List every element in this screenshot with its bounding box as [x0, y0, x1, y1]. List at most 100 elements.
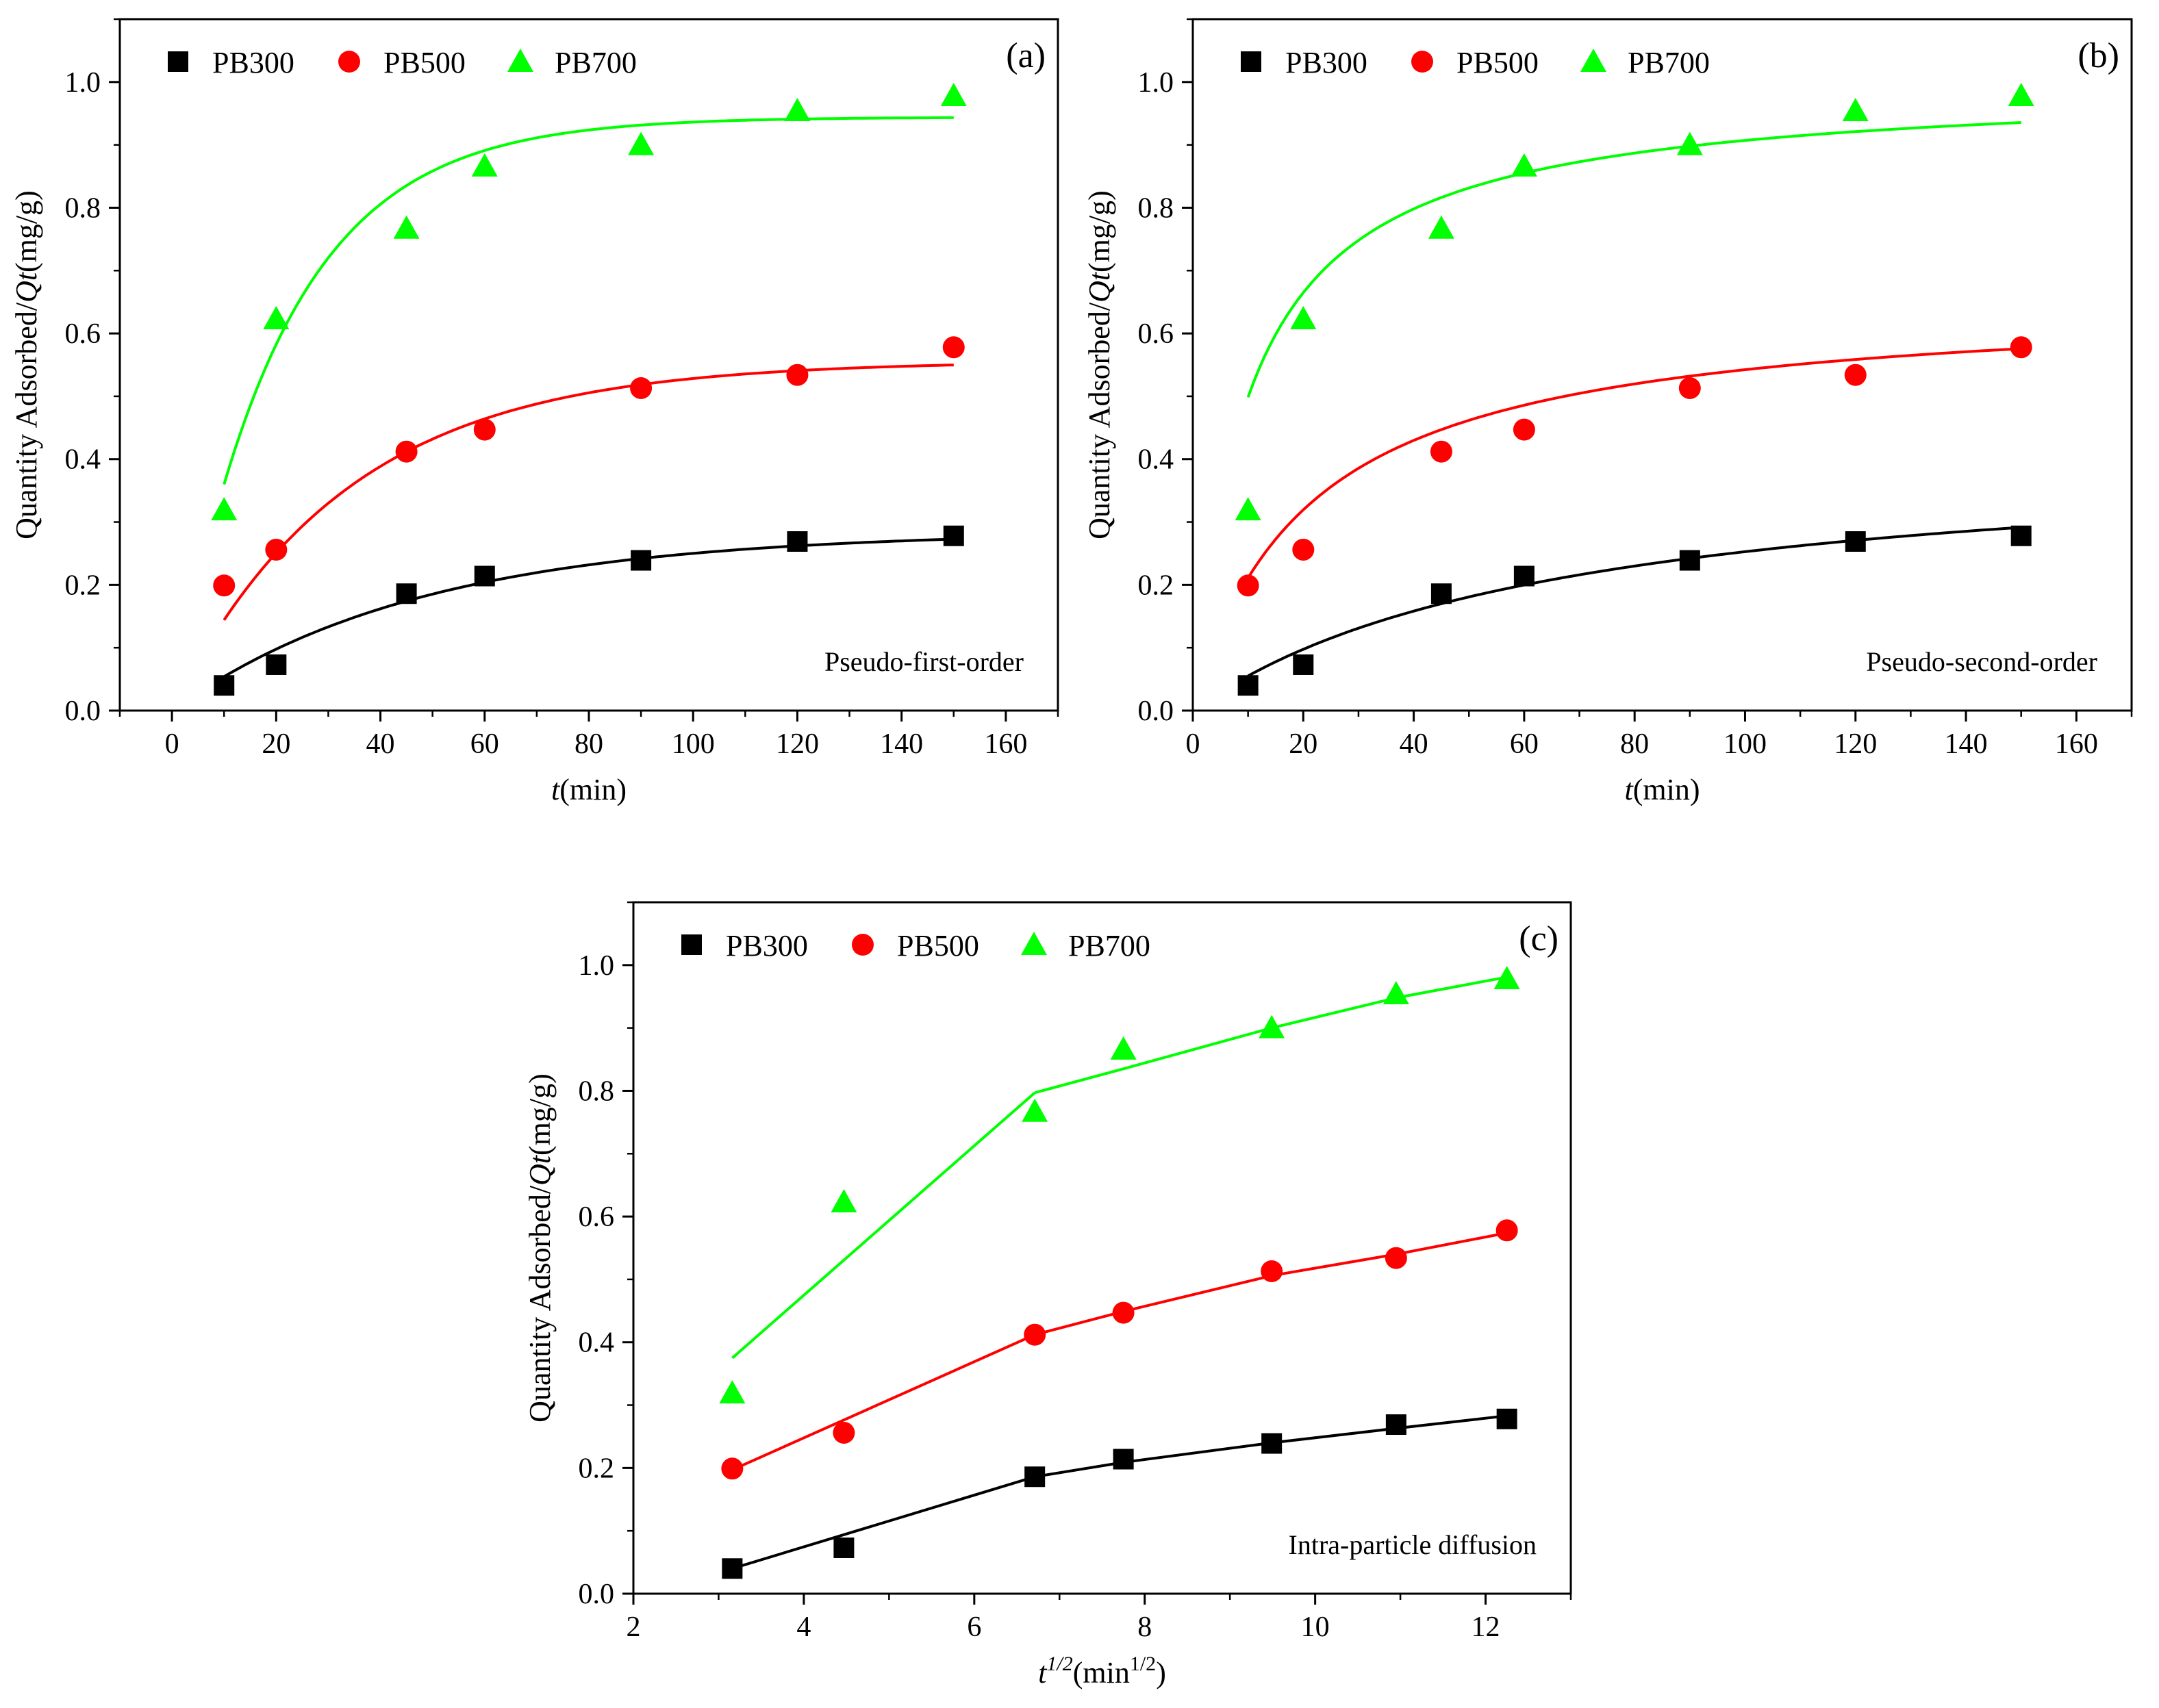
x-tick-label: 120	[776, 728, 819, 760]
data-point-pb700	[1676, 131, 1703, 155]
data-point-pb500	[1495, 1219, 1518, 1242]
data-point-pb700	[211, 497, 238, 521]
y-tick-label: 0.8	[579, 1075, 615, 1107]
y-tick-label: 0.6	[579, 1201, 615, 1233]
fit-curve-pb500	[1246, 347, 2021, 579]
data-point-pb700	[2008, 83, 2034, 107]
data-point-pb300	[631, 550, 652, 571]
legend-marker-pb700	[1580, 49, 1606, 72]
data-point-pb300	[266, 654, 287, 675]
legend-label-pb500: PB500	[1456, 46, 1539, 79]
x-tick-label: 8	[1137, 1611, 1152, 1643]
y-tick-label: 0.4	[579, 1327, 615, 1359]
data-point-pb500	[1678, 377, 1701, 399]
plot-frame	[1191, 18, 2133, 712]
data-point-pb500	[1430, 440, 1452, 463]
data-point-pb700	[784, 98, 811, 122]
data-point-pb500	[833, 1421, 855, 1444]
x-tick-label: 40	[366, 728, 395, 760]
fit-curve-pb700	[1246, 121, 2021, 398]
x-tick-label: 120	[1834, 728, 1877, 760]
model-annotation: Pseudo-first-order	[824, 646, 1024, 677]
plot-frame	[632, 901, 1572, 1595]
fit-curve-pb500	[223, 364, 954, 621]
data-point-pb300	[1113, 1449, 1134, 1470]
legend-label-pb700: PB700	[1068, 929, 1150, 963]
x-tick-label: 10	[1301, 1611, 1330, 1643]
legend-label-pb700: PB700	[1628, 46, 1710, 79]
y-tick-label: 0.8	[65, 192, 101, 224]
x-axis-title: t1/2(min1/2)	[1038, 1653, 1166, 1690]
data-point-pb700	[1493, 966, 1520, 990]
data-point-pb500	[1385, 1247, 1407, 1269]
data-point-pb300	[474, 565, 495, 587]
y-tick-label: 1.0	[65, 67, 101, 99]
data-point-pb500	[942, 336, 965, 359]
fit-line-pb300-1	[731, 1475, 1035, 1570]
y-tick-label: 1.0	[579, 950, 615, 982]
y-tick-label: 0.2	[579, 1453, 615, 1484]
data-point-pb700	[1110, 1036, 1137, 1060]
legend-label-pb500: PB500	[383, 46, 466, 79]
data-point-pb300	[943, 525, 964, 546]
fit-curve-pb700	[223, 116, 954, 485]
chart-panel-b: 0 20 40 60 80 100 120 140 160 0.0 0.2 0.4 0.6 0.8 1.0 t…	[1083, 18, 2133, 806]
fit-curve-pb300	[1247, 526, 2021, 678]
x-tick-label: 60	[470, 728, 499, 760]
y-tick-label: 1.0	[1138, 67, 1174, 99]
x-tick-label: 80	[1620, 728, 1649, 760]
legend-marker-pb300	[681, 934, 702, 955]
legend-label-pb700: PB700	[555, 46, 637, 79]
data-point-pb700	[1511, 153, 1537, 177]
data-point-pb300	[1430, 583, 1452, 604]
x-tick-label: 100	[672, 728, 715, 760]
y-axis-title: Quantity Adsorbed/Qt(mg/g)	[10, 190, 43, 539]
y-tick-label: 0.0	[1138, 696, 1174, 727]
y-tick-label: 0.0	[579, 1579, 615, 1610]
data-point-pb300	[1024, 1466, 1046, 1488]
panel-label: (a)	[1006, 36, 1046, 75]
x-tick-label: 20	[1289, 728, 1317, 760]
data-point-pb700	[719, 1380, 746, 1404]
legend-marker-pb300	[168, 51, 188, 72]
data-point-pb300	[1679, 550, 1700, 571]
fit-line-pb700-1	[731, 1091, 1036, 1360]
model-annotation: Intra-particle diffusion	[1289, 1529, 1537, 1560]
data-point-pb700	[393, 215, 420, 239]
legend-label-pb500: PB500	[897, 929, 979, 963]
y-tick-label: 0.2	[1138, 570, 1174, 601]
data-point-pb700	[1382, 981, 1409, 1005]
data-point-pb500	[630, 377, 653, 399]
data-point-pb500	[1261, 1260, 1283, 1282]
chart-panel-c: 2 4 6 8 10 12 0.0 0.2 0.4 0.6 0.8 1.0 t1/2(min1/2) Qu…	[523, 901, 1572, 1690]
x-tick-label: 140	[1945, 728, 1988, 760]
x-tick-label: 40	[1400, 728, 1428, 760]
data-point-pb300	[722, 1558, 743, 1579]
x-tick-label: 80	[575, 728, 603, 760]
legend-label-pb300: PB300	[726, 929, 808, 963]
data-point-pb700	[1259, 1015, 1285, 1038]
data-point-pb300	[787, 531, 808, 552]
x-tick-label: 0	[165, 728, 179, 760]
y-tick-label: 0.4	[1138, 444, 1174, 476]
y-tick-label: 0.0	[65, 696, 101, 727]
model-annotation: Pseudo-second-order	[1866, 646, 2097, 677]
data-point-pb700	[1428, 215, 1454, 239]
data-point-pb500	[721, 1457, 744, 1480]
legend-marker-pb300	[1241, 51, 1261, 72]
legend-marker-pb700	[507, 49, 533, 72]
data-point-pb300	[214, 675, 235, 696]
data-point-pb300	[1845, 531, 1866, 552]
data-point-pb500	[395, 440, 418, 463]
legend-marker-pb500	[1411, 51, 1433, 73]
x-tick-label: 60	[1510, 728, 1539, 760]
x-tick-label: 2	[627, 1611, 641, 1643]
legend-marker-pb700	[1021, 932, 1047, 955]
x-tick-label: 140	[880, 728, 923, 760]
panel-label: (b)	[2078, 36, 2119, 75]
data-point-pb500	[786, 364, 809, 386]
x-tick-label: 4	[796, 1611, 811, 1643]
data-point-pb700	[1842, 98, 1869, 122]
data-point-pb500	[1024, 1323, 1046, 1346]
